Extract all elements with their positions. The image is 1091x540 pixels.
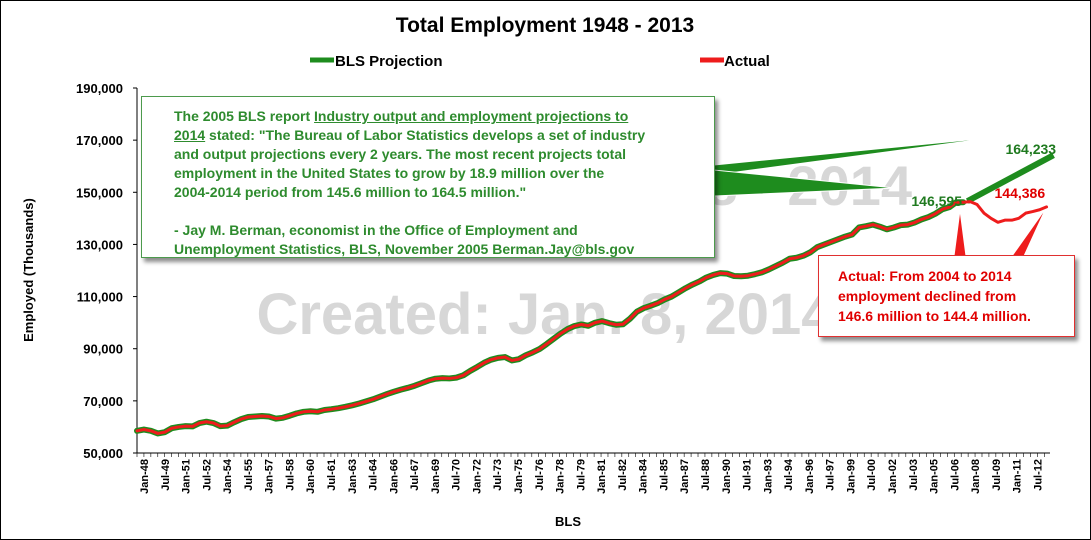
x-tick-label: Jul-55 bbox=[243, 459, 255, 491]
x-tick-label: Jul-82 bbox=[617, 459, 629, 491]
x-tick-label: Jul-12 bbox=[1032, 459, 1044, 491]
y-tick-label: 70,000 bbox=[83, 394, 123, 409]
quote-line-4: employment in the United States to grow … bbox=[174, 165, 605, 181]
quote-line-1: The 2005 BLS report Industry output and … bbox=[174, 107, 702, 126]
y-tick-label: 170,000 bbox=[76, 133, 123, 148]
series-layer bbox=[134, 152, 1055, 437]
y-tick-label: 130,000 bbox=[76, 237, 123, 252]
actual-callout-line-2: employment declined from bbox=[838, 288, 1017, 304]
x-tick-label: Jan-48 bbox=[139, 459, 151, 494]
x-tick-label: Jan-05 bbox=[929, 459, 941, 494]
x-tick-label: Jan-63 bbox=[347, 459, 359, 494]
x-tick-label: Jan-90 bbox=[721, 459, 733, 494]
x-tick-label: Jan-75 bbox=[513, 459, 525, 494]
quote-line-2-text: stated: "The Bureau of Labor Statistics … bbox=[205, 127, 646, 143]
x-tick-label: Jan-54 bbox=[222, 458, 234, 494]
x-tick-label: Jul-91 bbox=[742, 459, 754, 491]
x-axis-title: BLS bbox=[555, 514, 581, 529]
actual-callout: Actual: From 2004 to 2014 employment dec… bbox=[818, 255, 1075, 337]
x-tick-label: Jul-03 bbox=[908, 459, 920, 491]
x-tick-label: Jan-84 bbox=[638, 458, 650, 494]
x-tick-label: Jan-57 bbox=[264, 459, 276, 494]
x-tick-label: Jul-58 bbox=[284, 459, 296, 491]
x-tick-label: Jan-78 bbox=[555, 459, 567, 494]
x-tick-label: Jul-61 bbox=[326, 459, 338, 491]
actual-line bbox=[135, 200, 1049, 435]
x-tick-label: Jul-73 bbox=[492, 459, 504, 491]
y-axis-title: Employed (Thousands) bbox=[21, 198, 36, 342]
x-tick-label: Jan-69 bbox=[430, 459, 442, 494]
report-link-year[interactable]: 2014 bbox=[174, 127, 206, 143]
projection-line bbox=[965, 152, 1055, 204]
pointer-to-actual-right bbox=[1011, 207, 1047, 257]
quote-line-3: and output projections every 2 years. Th… bbox=[174, 146, 627, 162]
x-tick-label: Jul-49 bbox=[160, 459, 172, 491]
x-tick-label: Jul-00 bbox=[866, 459, 878, 491]
quote-attribution-2: Unemployment Statistics, BLS, November 2… bbox=[174, 241, 635, 257]
pointer-to-actual-left bbox=[953, 209, 967, 257]
x-tick-label: Jul-67 bbox=[409, 459, 421, 491]
quote-prefix: The 2005 BLS report bbox=[174, 108, 315, 124]
y-tick-label: 50,000 bbox=[83, 446, 123, 461]
quote-attribution-1: - Jay M. Berman, economist in the Office… bbox=[174, 222, 578, 238]
x-tick-label: Jan-11 bbox=[1012, 459, 1024, 493]
value-label: 146,595 bbox=[911, 193, 962, 209]
y-tick-label: 110,000 bbox=[77, 290, 123, 305]
x-tick-label: Jul-09 bbox=[991, 459, 1003, 491]
x-tick-label: Jan-02 bbox=[887, 459, 899, 494]
y-tick-label: 150,000 bbox=[76, 185, 123, 200]
value-annotations: 164,233 146,595 144,386 bbox=[911, 141, 1056, 209]
legend: BLS Projection Actual bbox=[310, 53, 770, 70]
x-tick-label: Jul-06 bbox=[949, 459, 961, 491]
x-tick-label: Jan-99 bbox=[845, 459, 857, 494]
x-tick-label: Jan-08 bbox=[970, 459, 982, 494]
x-tick-label: Jul-64 bbox=[368, 458, 380, 491]
x-tick-label: Jan-81 bbox=[596, 459, 608, 494]
x-tick-label: Jul-88 bbox=[700, 459, 712, 491]
y-tick-label: 190,000 bbox=[76, 81, 123, 96]
actual-callout-line-3: 146.6 million to 144.4 million. bbox=[838, 308, 1031, 324]
x-tick-label: Jul-79 bbox=[575, 459, 587, 491]
x-tick-label: Jul-85 bbox=[658, 459, 670, 491]
y-ticks: 50,000 70,000 90,000 110,000 130,000 150,000 1… bbox=[76, 81, 137, 461]
legend-label-actual: Actual bbox=[724, 53, 770, 70]
value-label: 144,386 bbox=[995, 185, 1046, 201]
x-tick-label: Jan-60 bbox=[305, 459, 317, 494]
x-tick-label: Jul-94 bbox=[783, 458, 795, 491]
bls-quote-callout: The 2005 BLS report Industry output and … bbox=[141, 96, 715, 258]
actual-callout-line-1: Actual: From 2004 to 2014 bbox=[838, 268, 1012, 284]
quote-line-5: 2004-2014 period from 145.6 million to 1… bbox=[174, 184, 527, 200]
value-label: 164,233 bbox=[1005, 141, 1056, 157]
x-tick-label: Jul-76 bbox=[534, 459, 546, 491]
quote-line-2: 2014 stated: "The Bureau of Labor Statis… bbox=[174, 126, 702, 145]
x-tick-label: Jul-52 bbox=[201, 459, 213, 491]
legend-label-projection: BLS Projection bbox=[335, 53, 443, 70]
quote-spacer bbox=[174, 202, 702, 221]
x-tick-label: Jul-70 bbox=[451, 459, 463, 491]
x-tick-label: Jan-93 bbox=[762, 459, 774, 494]
y-tick-label: 90,000 bbox=[83, 342, 123, 357]
watermark-line-2: Created: Jan. 8, 2014 bbox=[256, 282, 833, 347]
x-tick-label: Jan-66 bbox=[388, 459, 400, 494]
report-link[interactable]: Industry output and employment projectio… bbox=[314, 108, 629, 124]
x-tick-label: Jul-97 bbox=[825, 459, 837, 491]
chart-title: Total Employment 1948 - 2013 bbox=[396, 14, 694, 37]
x-ticks: Jan-48 Jul-49 Jan-51 Jul-52 Jan-54 Jul-55 Jan-… bbox=[136, 453, 1045, 494]
x-tick-label: Jan-72 bbox=[471, 459, 483, 494]
x-tick-label: Jan-51 bbox=[181, 459, 193, 494]
x-tick-label: Jan-87 bbox=[679, 459, 691, 494]
x-tick-label: Jan-96 bbox=[804, 459, 816, 494]
